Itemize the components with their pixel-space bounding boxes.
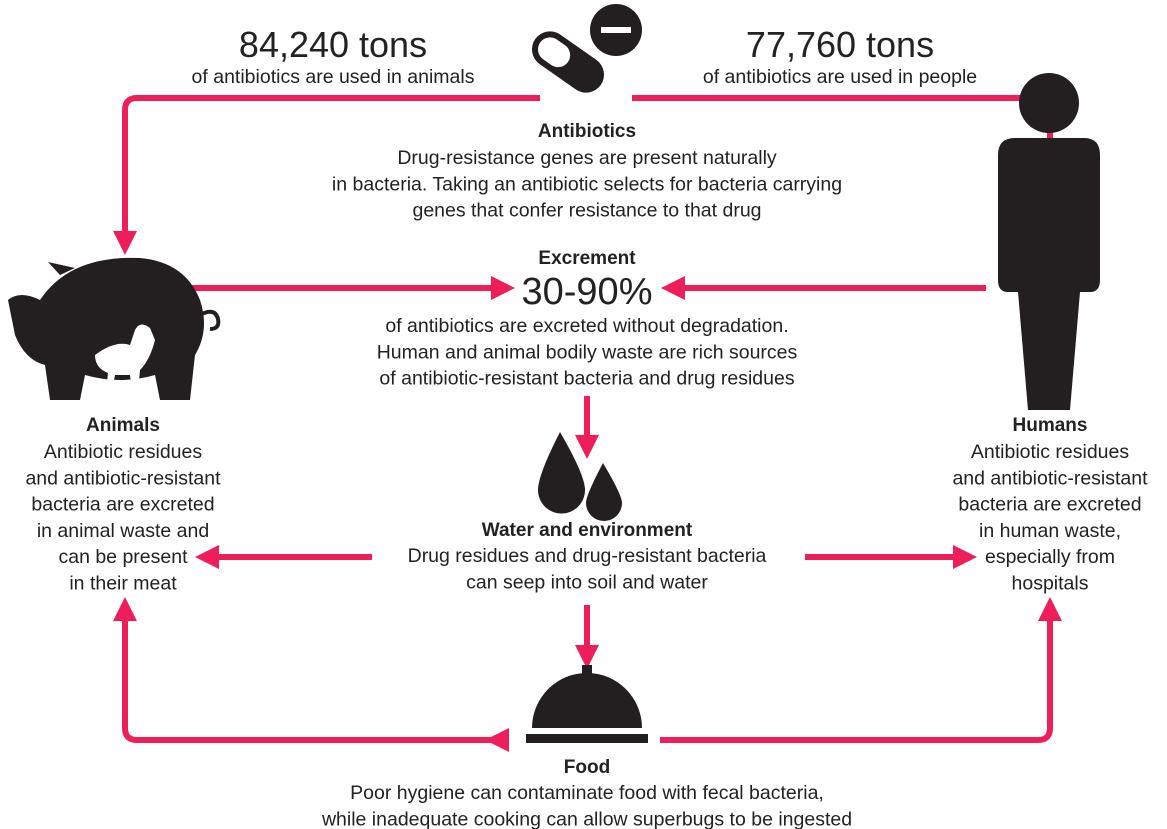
description-line: Drug residues and drug-resistant bacteri… bbox=[408, 545, 767, 567]
person-icon bbox=[998, 73, 1100, 410]
description-line: hospitals bbox=[1012, 573, 1089, 595]
title: Food bbox=[564, 757, 610, 778]
description-line: and antibiotic-resistant bbox=[25, 467, 221, 489]
description-line: bacteria are excreted bbox=[958, 494, 1141, 516]
title: Water and environment bbox=[482, 520, 693, 541]
description-line: Drug-resistance genes are present natura… bbox=[397, 147, 777, 169]
description-line: Antibiotic residues bbox=[44, 441, 202, 463]
arrow bbox=[113, 95, 540, 255]
label: of antibiotics are used in people bbox=[703, 66, 977, 88]
title: Antibiotics bbox=[538, 121, 636, 142]
description-line: Antibiotic residues bbox=[971, 441, 1129, 463]
description-line: while inadequate cooking can allow super… bbox=[321, 808, 852, 829]
cloche-icon bbox=[526, 665, 648, 743]
description-line: in their meat bbox=[69, 573, 177, 595]
description-line: can be present bbox=[58, 546, 188, 568]
amount: 77,760 tons bbox=[746, 24, 934, 65]
title: Excrement bbox=[538, 248, 636, 269]
description-line: and antibiotic-resistant bbox=[952, 467, 1148, 489]
arrow bbox=[113, 597, 509, 752]
description-line: in human waste, bbox=[979, 520, 1121, 542]
description-line: of antibiotic-resistant bacteria and dru… bbox=[379, 368, 794, 390]
pig-icon bbox=[8, 257, 221, 400]
label: of antibiotics are used in animals bbox=[192, 66, 475, 88]
description-line: bacteria are excreted bbox=[31, 494, 214, 516]
description-line: especially from bbox=[985, 546, 1115, 568]
arrow bbox=[660, 597, 1062, 743]
description-line: of antibiotics are excreted without degr… bbox=[385, 315, 788, 337]
title: Animals bbox=[86, 415, 160, 436]
title: Humans bbox=[1013, 415, 1088, 436]
description-line: Human and animal bodily waste are rich s… bbox=[377, 341, 798, 363]
description-line: in animal waste and bbox=[37, 520, 209, 542]
description-line: in bacteria. Taking an antibiotic select… bbox=[332, 173, 842, 195]
drops-icon bbox=[538, 432, 622, 521]
amount: 30-90% bbox=[522, 271, 653, 313]
amount: 84,240 tons bbox=[239, 24, 427, 65]
texts: 84,240 tons of antibiotics are used in a… bbox=[86, 24, 1087, 778]
description-line: genes that confer resistance to that dru… bbox=[412, 200, 761, 222]
description-line: can seep into soil and water bbox=[466, 571, 708, 593]
pill-icon bbox=[531, 4, 642, 93]
description-line: Poor hygiene can contaminate food with f… bbox=[350, 782, 824, 804]
